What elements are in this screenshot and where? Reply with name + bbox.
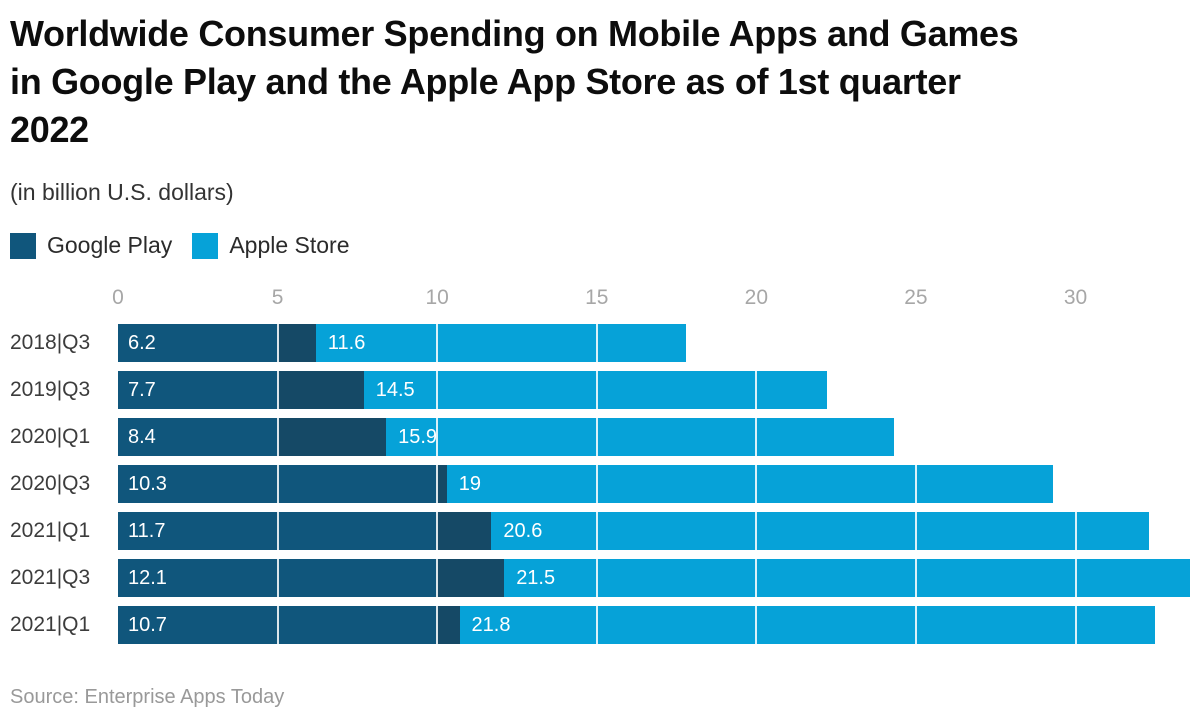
apple-store-value-label: 14.5 bbox=[375, 379, 415, 401]
category-label: 2021|Q1 bbox=[10, 519, 91, 542]
google-play-segment-tail bbox=[277, 324, 316, 362]
apple-store-value-label: 20.6 bbox=[503, 520, 543, 542]
bar-row: 2019|Q3 7.7 14.5 bbox=[0, 371, 1200, 409]
tick-label: 30 bbox=[1063, 286, 1088, 309]
gridline bbox=[436, 324, 439, 646]
google-play-segment bbox=[118, 418, 278, 456]
google-play-segment bbox=[118, 324, 278, 362]
apple-store-value-label: 21.5 bbox=[516, 567, 556, 589]
legend-item-google-play: Google Play bbox=[10, 232, 172, 259]
apple-store-value-label: 21.8 bbox=[471, 614, 511, 636]
category-label: 2020|Q1 bbox=[10, 425, 91, 448]
apple-store-segment bbox=[363, 371, 827, 409]
apple-store-segment bbox=[315, 324, 687, 362]
bar-row: 2021|Q3 12.1 21.5 bbox=[0, 559, 1200, 597]
apple-store-segment bbox=[491, 512, 1149, 550]
category-label: 2021|Q1 bbox=[10, 613, 91, 636]
legend-item-apple-store: Apple Store bbox=[192, 232, 350, 259]
google-play-value-label: 11.7 bbox=[128, 520, 166, 542]
source-note: Source: Enterprise Apps Today bbox=[10, 686, 285, 708]
gridline bbox=[914, 324, 917, 646]
chart-title-line-3: 2022 bbox=[10, 109, 89, 150]
legend: Google Play Apple Store bbox=[10, 232, 350, 259]
apple-store-legend-label: Apple Store bbox=[229, 232, 350, 258]
google-play-segment-tail bbox=[277, 371, 364, 409]
plot-area: 2018|Q3 6.2 11.6 2019|Q3 7.7 14.5 2020|Q1 8.4 15… bbox=[0, 324, 1200, 646]
google-play-legend-swatch bbox=[10, 232, 36, 259]
apple-store-segment bbox=[386, 418, 894, 456]
chart-title-line-1: Worldwide Consumer Spending on Mobile Ap… bbox=[10, 13, 1019, 54]
apple-store-segment bbox=[446, 465, 1054, 503]
category-label: 2020|Q3 bbox=[10, 472, 91, 495]
tick-label: 20 bbox=[744, 286, 769, 309]
google-play-value-label: 10.3 bbox=[128, 473, 167, 495]
apple-store-legend-swatch bbox=[192, 232, 219, 259]
google-play-segment-tail bbox=[277, 418, 387, 456]
gridline bbox=[1074, 324, 1077, 646]
apple-store-segment bbox=[504, 559, 1191, 597]
tick-label: 0 bbox=[112, 286, 124, 309]
category-label: 2021|Q3 bbox=[10, 566, 91, 589]
category-label: 2018|Q3 bbox=[10, 331, 91, 354]
google-play-legend-label: Google Play bbox=[47, 232, 173, 258]
bar-row: 2021|Q1 10.7 21.8 bbox=[0, 606, 1200, 644]
apple-store-value-label: 11.6 bbox=[327, 332, 366, 354]
tick-label: 15 bbox=[585, 286, 609, 309]
tick-label: 25 bbox=[904, 286, 928, 309]
google-play-value-label: 8.4 bbox=[128, 426, 156, 448]
tick-label: 10 bbox=[425, 286, 449, 309]
bar-row: 2018|Q3 6.2 11.6 bbox=[0, 324, 1200, 362]
bar-row: 2020|Q1 8.4 15.9 bbox=[0, 418, 1200, 456]
google-play-segment-tail bbox=[437, 606, 460, 644]
google-play-value-label: 6.2 bbox=[128, 332, 156, 354]
google-play-segment-tail bbox=[437, 559, 505, 597]
gridline bbox=[595, 324, 598, 646]
bar-row: 2021|Q1 11.7 20.6 bbox=[0, 512, 1200, 550]
google-play-value-label: 12.1 bbox=[128, 567, 167, 589]
bar-row: 2020|Q3 10.3 19 bbox=[0, 465, 1200, 503]
tick-label: 5 bbox=[271, 286, 284, 309]
apple-store-value-label: 19 bbox=[458, 473, 481, 495]
gridline bbox=[755, 324, 758, 646]
google-play-segment-tail bbox=[437, 512, 492, 550]
google-play-segment-tail bbox=[437, 465, 447, 503]
google-play-value-label: 10.7 bbox=[128, 614, 167, 636]
apple-store-value-label: 15.9 bbox=[398, 426, 438, 448]
apple-store-segment bbox=[459, 606, 1156, 644]
x-axis: 0 5 10 15 20 25 30 bbox=[0, 286, 1200, 310]
category-label: 2019|Q3 bbox=[10, 378, 91, 401]
google-play-value-label: 7.7 bbox=[128, 379, 156, 401]
chart-subtitle: (in billion U.S. dollars) bbox=[10, 179, 234, 205]
gridline bbox=[276, 324, 279, 646]
google-play-segment bbox=[118, 371, 278, 409]
chart-title-line-2: in Google Play and the Apple App Store a… bbox=[10, 61, 961, 102]
chart-title: Worldwide Consumer Spending on Mobile Ap… bbox=[10, 10, 1180, 154]
